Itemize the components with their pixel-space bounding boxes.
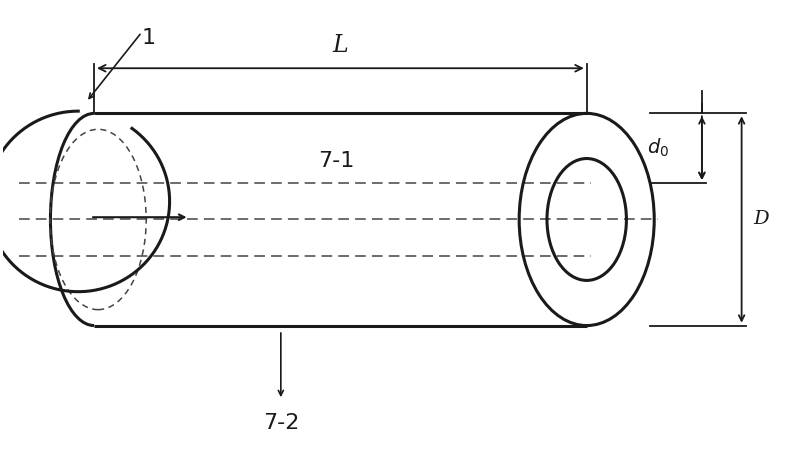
- Text: L: L: [333, 34, 348, 57]
- Text: 1: 1: [142, 27, 156, 48]
- Text: D: D: [754, 211, 769, 228]
- Text: 7-1: 7-1: [318, 151, 354, 171]
- Text: 7-2: 7-2: [262, 413, 299, 433]
- Text: $d_0$: $d_0$: [647, 137, 670, 159]
